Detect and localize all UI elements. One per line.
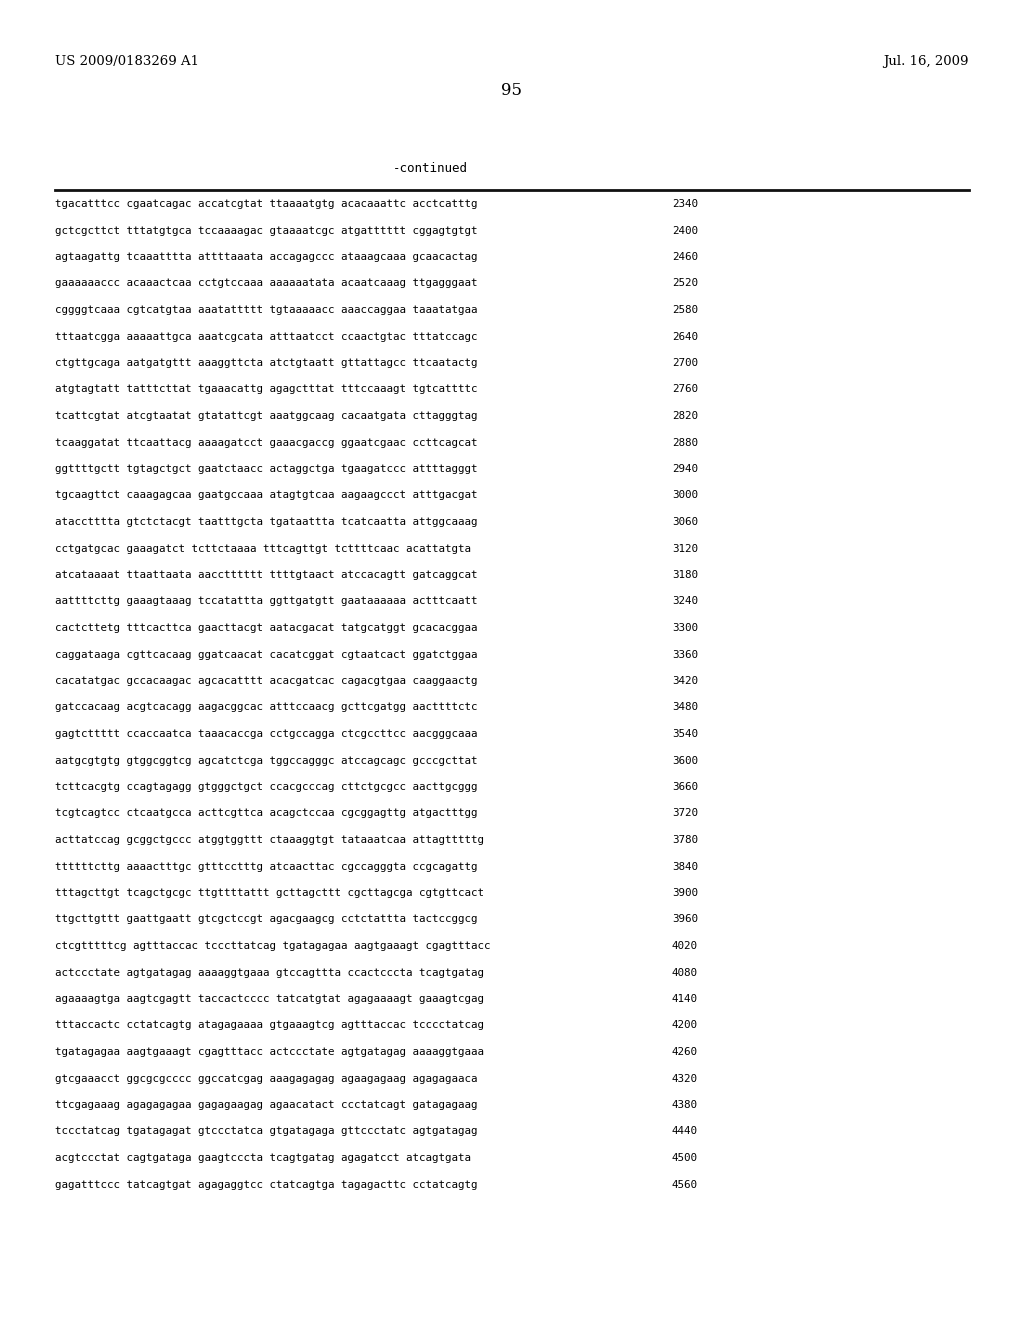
- Text: ttcgagaaag agagagagaa gagagaagag agaacatact ccctatcagt gatagagaag: ttcgagaaag agagagagaa gagagaagag agaacat…: [55, 1100, 477, 1110]
- Text: atcataaaat ttaattaata aacctttttt ttttgtaact atccacagtt gatcaggcat: atcataaaat ttaattaata aacctttttt ttttgta…: [55, 570, 477, 579]
- Text: 3540: 3540: [672, 729, 698, 739]
- Text: agtaagattg tcaaatttta attttaaata accagagccc ataaagcaaa gcaacactag: agtaagattg tcaaatttta attttaaata accagag…: [55, 252, 477, 261]
- Text: gatccacaag acgtcacagg aagacggcac atttccaacg gcttcgatgg aacttttctc: gatccacaag acgtcacagg aagacggcac atttcca…: [55, 702, 477, 713]
- Text: atgtagtatt tatttcttat tgaaacattg agagctttat tttccaaagt tgtcattttc: atgtagtatt tatttcttat tgaaacattg agagctt…: [55, 384, 477, 395]
- Text: actccctate agtgatagag aaaaggtgaaa gtccagttta ccactcccta tcagtgatag: actccctate agtgatagag aaaaggtgaaa gtccag…: [55, 968, 484, 978]
- Text: Jul. 16, 2009: Jul. 16, 2009: [884, 55, 969, 69]
- Text: 2880: 2880: [672, 437, 698, 447]
- Text: 3000: 3000: [672, 491, 698, 500]
- Text: 2700: 2700: [672, 358, 698, 368]
- Text: 3300: 3300: [672, 623, 698, 634]
- Text: US 2009/0183269 A1: US 2009/0183269 A1: [55, 55, 199, 69]
- Text: tcaaggatat ttcaattacg aaaagatcct gaaacgaccg ggaatcgaac ccttcagcat: tcaaggatat ttcaattacg aaaagatcct gaaacga…: [55, 437, 477, 447]
- Text: ctgttgcaga aatgatgttt aaaggttcta atctgtaatt gttattagcc ttcaatactg: ctgttgcaga aatgatgttt aaaggttcta atctgta…: [55, 358, 477, 368]
- Text: ggttttgctt tgtagctgct gaatctaacc actaggctga tgaagatccc attttagggt: ggttttgctt tgtagctgct gaatctaacc actaggc…: [55, 465, 477, 474]
- Text: 3120: 3120: [672, 544, 698, 553]
- Text: 2760: 2760: [672, 384, 698, 395]
- Text: tttaccactc cctatcagtg atagagaaaa gtgaaagtcg agtttaccac tcccctatcag: tttaccactc cctatcagtg atagagaaaa gtgaaag…: [55, 1020, 484, 1031]
- Text: 3360: 3360: [672, 649, 698, 660]
- Text: tcgtcagtcc ctcaatgcca acttcgttca acagctccaa cgcggagttg atgactttgg: tcgtcagtcc ctcaatgcca acttcgttca acagctc…: [55, 808, 477, 818]
- Text: 4440: 4440: [672, 1126, 698, 1137]
- Text: gctcgcttct tttatgtgca tccaaaagac gtaaaatcgc atgatttttt cggagtgtgt: gctcgcttct tttatgtgca tccaaaagac gtaaaat…: [55, 226, 477, 235]
- Text: 3780: 3780: [672, 836, 698, 845]
- Text: 4380: 4380: [672, 1100, 698, 1110]
- Text: 3840: 3840: [672, 862, 698, 871]
- Text: 2820: 2820: [672, 411, 698, 421]
- Text: cctgatgcac gaaagatct tcttctaaaa tttcagttgt tcttttcaac acattatgta: cctgatgcac gaaagatct tcttctaaaa tttcagtt…: [55, 544, 471, 553]
- Text: tcattcgtat atcgtaatat gtatattcgt aaatggcaag cacaatgata cttagggtag: tcattcgtat atcgtaatat gtatattcgt aaatggc…: [55, 411, 477, 421]
- Text: 4500: 4500: [672, 1152, 698, 1163]
- Text: 4200: 4200: [672, 1020, 698, 1031]
- Text: cactcttetg tttcacttca gaacttacgt aatacgacat tatgcatggt gcacacggaa: cactcttetg tttcacttca gaacttacgt aatacga…: [55, 623, 477, 634]
- Text: 4020: 4020: [672, 941, 698, 950]
- Text: gaaaaaaccc acaaactcaa cctgtccaaa aaaaaatata acaatcaaag ttgagggaat: gaaaaaaccc acaaactcaa cctgtccaaa aaaaaat…: [55, 279, 477, 289]
- Text: cacatatgac gccacaagac agcacatttt acacgatcac cagacgtgaa caaggaactg: cacatatgac gccacaagac agcacatttt acacgat…: [55, 676, 477, 686]
- Text: 4080: 4080: [672, 968, 698, 978]
- Text: tttaatcgga aaaaattgca aaatcgcata atttaatcct ccaactgtac tttatccagc: tttaatcgga aaaaattgca aaatcgcata atttaat…: [55, 331, 477, 342]
- Text: 4320: 4320: [672, 1073, 698, 1084]
- Text: 95: 95: [502, 82, 522, 99]
- Text: atacctttta gtctctacgt taatttgcta tgataattta tcatcaatta attggcaaag: atacctttta gtctctacgt taatttgcta tgataat…: [55, 517, 477, 527]
- Text: 2340: 2340: [672, 199, 698, 209]
- Text: 3180: 3180: [672, 570, 698, 579]
- Text: gagtcttttt ccaccaatca taaacaccga cctgccagga ctcgccttcc aacgggcaaa: gagtcttttt ccaccaatca taaacaccga cctgcca…: [55, 729, 477, 739]
- Text: 3600: 3600: [672, 755, 698, 766]
- Text: acgtccctat cagtgataga gaagtcccta tcagtgatag agagatcct atcagtgata: acgtccctat cagtgataga gaagtcccta tcagtga…: [55, 1152, 471, 1163]
- Text: 3060: 3060: [672, 517, 698, 527]
- Text: 3720: 3720: [672, 808, 698, 818]
- Text: tgcaagttct caaagagcaa gaatgccaaa atagtgtcaa aagaagccct atttgacgat: tgcaagttct caaagagcaa gaatgccaaa atagtgt…: [55, 491, 477, 500]
- Text: tgacatttcc cgaatcagac accatcgtat ttaaaatgtg acacaaattc acctcatttg: tgacatttcc cgaatcagac accatcgtat ttaaaat…: [55, 199, 477, 209]
- Text: 3480: 3480: [672, 702, 698, 713]
- Text: 2520: 2520: [672, 279, 698, 289]
- Text: 2400: 2400: [672, 226, 698, 235]
- Text: 2940: 2940: [672, 465, 698, 474]
- Text: aattttcttg gaaagtaaag tccatattta ggttgatgtt gaataaaaaa actttcaatt: aattttcttg gaaagtaaag tccatattta ggttgat…: [55, 597, 477, 606]
- Text: ttttttcttg aaaactttgc gtttcctttg atcaacttac cgccagggta ccgcagattg: ttttttcttg aaaactttgc gtttcctttg atcaact…: [55, 862, 477, 871]
- Text: aatgcgtgtg gtggcggtcg agcatctcga tggccagggc atccagcagc gcccgcttat: aatgcgtgtg gtggcggtcg agcatctcga tggccag…: [55, 755, 477, 766]
- Text: tttagcttgt tcagctgcgc ttgttttattt gcttagcttt cgcttagcga cgtgttcact: tttagcttgt tcagctgcgc ttgttttattt gcttag…: [55, 888, 484, 898]
- Text: 3900: 3900: [672, 888, 698, 898]
- Text: 3240: 3240: [672, 597, 698, 606]
- Text: tgatagagaa aagtgaaagt cgagtttacc actccctate agtgatagag aaaaggtgaaa: tgatagagaa aagtgaaagt cgagtttacc actccct…: [55, 1047, 484, 1057]
- Text: 4140: 4140: [672, 994, 698, 1005]
- Text: 4560: 4560: [672, 1180, 698, 1189]
- Text: 3660: 3660: [672, 781, 698, 792]
- Text: 2460: 2460: [672, 252, 698, 261]
- Text: cggggtcaaa cgtcatgtaa aaatattttt tgtaaaaacc aaaccaggaa taaatatgaa: cggggtcaaa cgtcatgtaa aaatattttt tgtaaaa…: [55, 305, 477, 315]
- Text: gagatttccc tatcagtgat agagaggtcc ctatcagtga tagagacttc cctatcagtg: gagatttccc tatcagtgat agagaggtcc ctatcag…: [55, 1180, 477, 1189]
- Text: ctcgtttttcg agtttaccac tcccttatcag tgatagagaa aagtgaaagt cgagtttacc: ctcgtttttcg agtttaccac tcccttatcag tgata…: [55, 941, 490, 950]
- Text: agaaaagtga aagtcgagtt taccactcccc tatcatgtat agagaaaagt gaaagtcgag: agaaaagtga aagtcgagtt taccactcccc tatcat…: [55, 994, 484, 1005]
- Text: 4260: 4260: [672, 1047, 698, 1057]
- Text: 2580: 2580: [672, 305, 698, 315]
- Text: 2640: 2640: [672, 331, 698, 342]
- Text: tcttcacgtg ccagtagagg gtgggctgct ccacgcccag cttctgcgcc aacttgcggg: tcttcacgtg ccagtagagg gtgggctgct ccacgcc…: [55, 781, 477, 792]
- Text: caggataaga cgttcacaag ggatcaacat cacatcggat cgtaatcact ggatctggaa: caggataaga cgttcacaag ggatcaacat cacatcg…: [55, 649, 477, 660]
- Text: tccctatcag tgatagagat gtccctatca gtgatagaga gttccctatc agtgatagag: tccctatcag tgatagagat gtccctatca gtgatag…: [55, 1126, 477, 1137]
- Text: 3420: 3420: [672, 676, 698, 686]
- Text: gtcgaaacct ggcgcgcccc ggccatcgag aaagagagag agaagagaag agagagaaca: gtcgaaacct ggcgcgcccc ggccatcgag aaagaga…: [55, 1073, 477, 1084]
- Text: acttatccag gcggctgccc atggtggttt ctaaaggtgt tataaatcaa attagtttttg: acttatccag gcggctgccc atggtggttt ctaaagg…: [55, 836, 484, 845]
- Text: 3960: 3960: [672, 915, 698, 924]
- Text: -continued: -continued: [392, 162, 468, 176]
- Text: ttgcttgttt gaattgaatt gtcgctccgt agacgaagcg cctctattta tactccggcg: ttgcttgttt gaattgaatt gtcgctccgt agacgaa…: [55, 915, 477, 924]
